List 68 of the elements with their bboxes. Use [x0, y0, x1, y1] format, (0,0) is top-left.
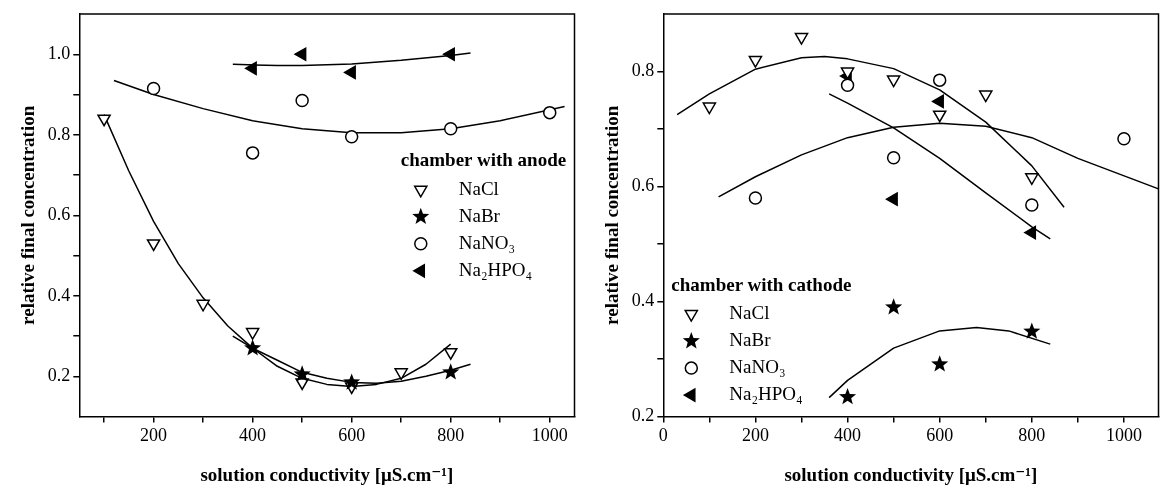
- y-tick-label: 0.2: [47, 365, 71, 386]
- x-axis-title: solution conductivity [μS.cm⁻¹]: [784, 463, 1038, 485]
- x-axis-title: solution conductivity [μS.cm⁻¹]: [200, 463, 454, 485]
- point: [1117, 132, 1131, 146]
- legend-label: NaBr: [458, 204, 501, 226]
- y-tick-label: 0.4: [631, 290, 655, 311]
- x-tick-label: 1000: [531, 425, 568, 446]
- point: [97, 114, 111, 127]
- x-tick-label: 800: [1018, 425, 1046, 446]
- point: [443, 121, 458, 136]
- point: [932, 73, 947, 87]
- point: [1024, 225, 1037, 240]
- legend-label: NaCl: [729, 302, 770, 324]
- point: [245, 327, 260, 340]
- x-tick-label: 200: [140, 425, 168, 446]
- point: [1025, 198, 1039, 212]
- point: [245, 146, 260, 160]
- y-axis-title: relative final concentration: [17, 105, 39, 325]
- point: [1023, 322, 1041, 339]
- point: [196, 299, 210, 312]
- point: [443, 347, 458, 360]
- y-tick-label: 1.0: [47, 42, 71, 63]
- point: [244, 61, 257, 76]
- y-tick-label: 0.8: [631, 60, 655, 81]
- y-axis-title: relative final concentration: [601, 105, 623, 325]
- x-tick-label: 600: [926, 425, 954, 446]
- x-tick-label: 0: [658, 425, 668, 446]
- y-tick-label: 0.6: [47, 204, 71, 225]
- point: [295, 93, 309, 108]
- legend-label: NaBr: [729, 329, 772, 351]
- point: [931, 355, 949, 372]
- legend-label: NaCl: [458, 177, 499, 199]
- point: [344, 130, 359, 144]
- point: [932, 110, 947, 123]
- legend-title: chamber with anode: [400, 149, 567, 171]
- y-tick-label: 0.8: [47, 123, 71, 144]
- point: [394, 368, 408, 381]
- x-tick-label: 600: [338, 425, 366, 446]
- legend-label: NaNO₃: [458, 231, 516, 253]
- y-tick-label: 0.4: [47, 284, 71, 305]
- point: [146, 81, 161, 96]
- legend-label: Na₂HPO₄: [458, 258, 533, 280]
- point: [885, 298, 903, 315]
- point: [1025, 173, 1039, 186]
- point: [839, 388, 857, 405]
- legend-label: Na₂HPO₄: [729, 383, 803, 405]
- point: [840, 78, 855, 93]
- point: [343, 65, 356, 80]
- point: [702, 102, 717, 115]
- x-tick-label: 400: [239, 425, 267, 446]
- legend-label: NaNO₃: [729, 356, 786, 378]
- point: [294, 47, 307, 62]
- point: [542, 105, 557, 120]
- x-tick-label: 1000: [1105, 425, 1142, 446]
- y-tick-label: 0.6: [631, 175, 655, 196]
- x-tick-label: 800: [437, 425, 465, 446]
- point: [794, 32, 809, 45]
- x-tick-label: 400: [834, 425, 862, 446]
- point: [442, 47, 455, 62]
- point: [886, 75, 901, 88]
- legend-title: chamber with cathode: [671, 273, 852, 295]
- point: [978, 90, 993, 103]
- x-tick-label: 200: [741, 425, 769, 446]
- point: [146, 239, 161, 252]
- y-tick-label: 0.2: [631, 405, 655, 426]
- point: [886, 151, 901, 165]
- point: [748, 55, 763, 68]
- point: [748, 191, 763, 205]
